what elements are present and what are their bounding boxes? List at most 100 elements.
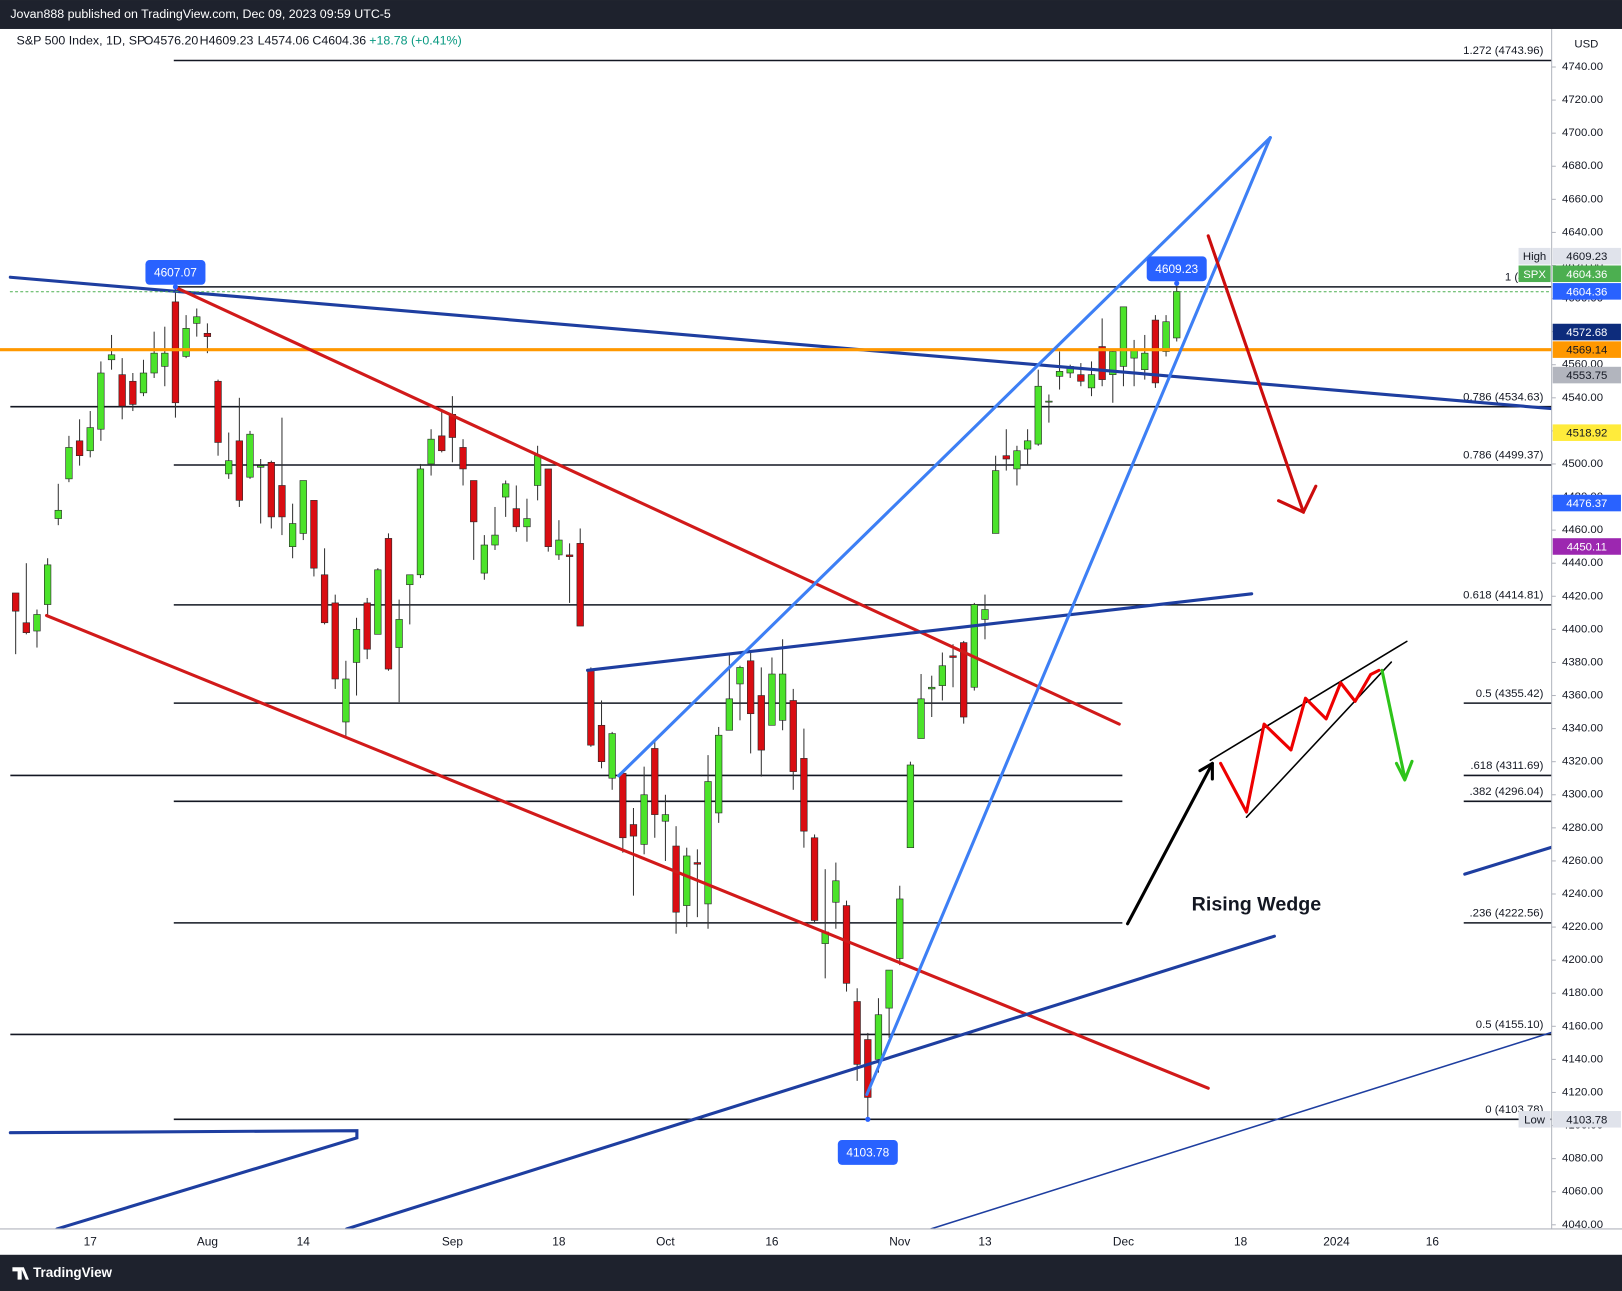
legend: S&P 500 Index, 1D, SP O4576.20 H4609.23 …	[17, 34, 462, 48]
candle-body	[853, 1001, 861, 1065]
y-tick-label: 4120.00	[1562, 1086, 1603, 1098]
candle-body	[331, 602, 339, 680]
y-tick-label: 4740.00	[1562, 61, 1603, 73]
level-label: 0.618 (4414.81)	[1463, 590, 1543, 602]
y-tick-label: 4380.00	[1562, 656, 1603, 668]
y-tick-label: 4400.00	[1562, 623, 1603, 635]
candle-body	[107, 354, 116, 361]
candle-body	[576, 543, 584, 627]
candle-body	[512, 508, 520, 528]
candle-body	[533, 455, 542, 486]
price-tag	[1518, 265, 1551, 283]
candle-body	[502, 483, 510, 498]
candle-body	[725, 698, 733, 731]
candle-body	[906, 764, 915, 848]
legend-change: +18.78 (+0.41%)	[369, 34, 461, 48]
time-axis	[0, 1228, 1622, 1255]
candle-body	[278, 485, 286, 518]
candle-body	[938, 665, 946, 686]
candle-body	[33, 614, 41, 632]
trend-line	[44, 613, 1210, 1090]
candle-body	[651, 748, 659, 815]
legend-open: O4576.20	[144, 34, 199, 48]
candle-body	[757, 695, 765, 751]
candle-body	[704, 781, 712, 905]
candle-body	[203, 332, 212, 337]
candle-body	[235, 440, 243, 501]
candle-body	[619, 772, 627, 839]
candle-body	[832, 880, 840, 903]
candle-body	[800, 758, 808, 832]
brand[interactable]: TradingView	[33, 1265, 112, 1280]
candle-body	[161, 352, 169, 367]
price-badge-label: 4450.11	[1567, 542, 1607, 554]
x-tick-label: 2024	[1323, 1235, 1350, 1249]
candle-body	[384, 538, 393, 670]
y-tick-label: 4720.00	[1562, 94, 1603, 106]
y-tick-label: 4500.00	[1562, 458, 1603, 470]
y-tick-label: 4240.00	[1562, 888, 1603, 900]
candle-body	[225, 460, 233, 475]
y-tick-label: 4080.00	[1562, 1153, 1603, 1165]
price-badge	[1552, 366, 1621, 384]
candle-body	[129, 380, 137, 405]
arrow-head	[1277, 484, 1318, 515]
wedge-line	[1245, 661, 1393, 818]
callout-label: 4607.07	[154, 266, 197, 280]
candle-body	[917, 698, 925, 739]
candle-body	[970, 604, 978, 688]
candle-body	[267, 462, 275, 518]
candle-body	[459, 447, 467, 470]
candle-body	[416, 468, 425, 576]
price-badge	[1552, 265, 1621, 283]
price-badge-label: 4518.92	[1566, 428, 1607, 440]
callout-badge	[837, 1139, 898, 1165]
candle-body	[555, 539, 563, 556]
level-label: 0.786 (4499.37)	[1463, 450, 1543, 462]
price-badge-label: 4572.68	[1566, 327, 1607, 339]
y-tick-label: 4540.00	[1562, 392, 1603, 404]
y-tick-label: 4320.00	[1562, 756, 1603, 768]
y-tick-label: 4280.00	[1562, 822, 1603, 834]
price-badge-label: 4103.78	[1566, 1114, 1607, 1126]
legend-low: L4574.06	[258, 34, 310, 48]
candle-body	[842, 905, 851, 984]
candle-body	[395, 619, 403, 648]
wedge-line	[865, 136, 1272, 1096]
fib-levels: 1.272 (4743.96)1 (46070.786 (4534.63)0.7…	[10, 45, 1552, 1121]
candle-body	[736, 667, 744, 685]
price-badge	[1552, 1111, 1621, 1128]
candle-body	[139, 372, 148, 394]
inset-background	[1122, 662, 1464, 938]
price-badge-label: 4609.23	[1566, 251, 1607, 263]
trend-lines	[0, 136, 1554, 1231]
candle-body	[246, 433, 254, 478]
x-tick-label: Nov	[889, 1235, 910, 1249]
price-badge	[1552, 283, 1621, 300]
candle-body	[65, 447, 73, 480]
candle-body	[1098, 346, 1106, 380]
candle-body	[342, 678, 350, 723]
trend-line	[344, 934, 1276, 1231]
trend-line	[1463, 845, 1554, 876]
candle-body	[288, 523, 297, 547]
arrow	[1206, 234, 1305, 514]
price-labels: 4609.23 High 4604.36 SPX 4604.36 4572.68 4569.…	[1518, 247, 1621, 1128]
candle-body	[928, 686, 936, 690]
legend-high: H4609.23	[200, 34, 254, 48]
y-tick-label: 4140.00	[1562, 1053, 1603, 1065]
wedge-illustration: Rising Wedge	[1125, 640, 1414, 926]
x-tick-label: Sep	[442, 1235, 464, 1249]
y-tick-label: 4640.00	[1562, 226, 1603, 238]
x-tick-label: Oct	[656, 1235, 675, 1249]
currency: USD	[1574, 38, 1598, 50]
trend-line	[586, 592, 1254, 672]
candle-body	[150, 352, 158, 374]
candle-body	[544, 468, 552, 547]
callout-label: 4103.78	[846, 1146, 889, 1160]
candle-body	[352, 629, 361, 663]
candle-body	[1119, 306, 1128, 367]
price-badge	[1552, 538, 1621, 555]
y-tick-label: 4260.00	[1562, 855, 1603, 867]
